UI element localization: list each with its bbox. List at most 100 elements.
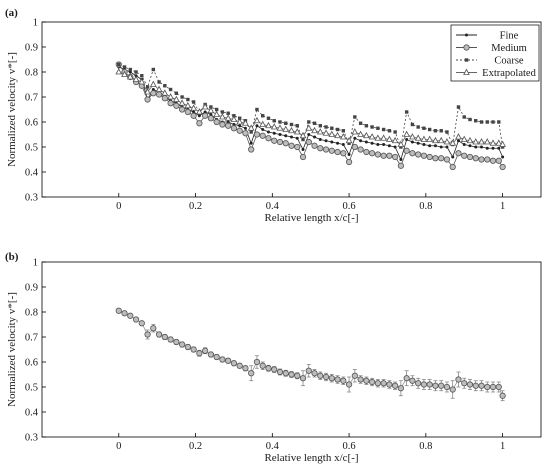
chart-a-series-medium-point-48 [392, 153, 399, 161]
chart-a-xtick-label-3: 0.6 [343, 201, 356, 212]
chart-a-series-fine-point-23 [249, 141, 253, 145]
chart-b-series-0-point-18 [219, 356, 226, 363]
chart-a-series-fine-point-39 [341, 143, 345, 146]
chart-b-series-0-point-4 [138, 320, 145, 327]
chart-a-series-coarse-point-49 [399, 145, 403, 149]
chart-b-series-0-point-64 [484, 383, 491, 391]
chart-b-series-0-point-58 [449, 386, 456, 393]
chart-a-series-coarse-point-53 [422, 126, 426, 130]
chart-a-series-coarse-point-56 [439, 129, 443, 133]
chart-a-series-coarse-point-39 [341, 129, 346, 133]
chart-a-xtick-label-1: 0.2 [189, 201, 202, 212]
chart-a-series-coarse-point-67 [500, 145, 505, 149]
chart-a-series-medium-point-59 [455, 150, 462, 157]
chart-a-series-extrapolated-point-14 [196, 108, 203, 115]
chart-a-series-coarse-point-6 [151, 67, 156, 72]
chart-a-series-coarse-point-41 [353, 115, 357, 119]
chart-a-series-fine-point-2 [128, 70, 132, 74]
chart-a-series-extrapolated-point-62 [472, 138, 480, 145]
chart-a-series-extrapolated-point-36 [322, 129, 330, 136]
chart-a-series-extrapolated-point-29 [282, 125, 290, 132]
chart-a-ytick-label-4: 0.7 [25, 93, 38, 104]
chart-b-series-0-point-23 [248, 370, 255, 377]
chart-b-series-0-point-29 [282, 370, 289, 377]
chart-a-series-medium-point-66 [495, 157, 502, 164]
chart-a-series-extrapolated-point-48 [391, 136, 399, 144]
chart-a-series-coarse-point-27 [272, 119, 276, 123]
chart-a-series-fine-point-51 [410, 140, 414, 144]
chart-a-series-medium-point-51 [409, 150, 416, 157]
chart-a-series-medium-point-9 [167, 100, 174, 107]
chart-a-series-coarse-point-18 [220, 110, 225, 114]
chart-a-series-medium-point-56 [438, 155, 445, 162]
chart-b-series-0-point-16 [207, 351, 214, 358]
chart-a-series-fine-point-41 [353, 136, 357, 140]
chart-a-ytick-label-0: 0.3 [25, 193, 38, 204]
chart-a-series-coarse-point-47 [387, 129, 392, 133]
chart-a-series-coarse-point-19 [226, 111, 230, 115]
chart-a-series-extrapolated-point-43 [362, 131, 370, 139]
chart-a-series-fine-point-30 [290, 135, 293, 139]
chart-a-series-medium-point-64 [484, 156, 491, 163]
chart-a-series-fine-point-40 [347, 153, 351, 156]
chart-a-series-fine-point-54 [428, 144, 432, 148]
chart-a-series-medium-point-28 [276, 138, 284, 146]
chart-a-series-extrapolated-point-37 [328, 130, 336, 137]
chart-a-series-extrapolated-point-10 [172, 95, 180, 102]
chart-b-series-0-point-53 [420, 381, 428, 388]
chart-b: 0 0.2 0.4 0.6 0.8 1 0.3 0.4 0.5 0.6 0.7 0.8 0.9 1 Rela… [6, 258, 542, 464]
chart-b-series-0-point-7 [155, 331, 163, 338]
chart-a-series-fine-point-35 [318, 138, 322, 141]
chart-a-series-extrapolated-point-61 [466, 136, 474, 144]
chart-a-series-fine-line [118, 66, 503, 161]
chart-a-series-medium-point-12 [184, 108, 191, 116]
chart-a-series-fine-point-44 [370, 141, 374, 145]
chart-a-series-coarse-point-44 [370, 125, 374, 129]
chart-a-series-medium-point-29 [282, 140, 289, 147]
chart-a-series-medium-point-46 [380, 152, 387, 159]
chart-a-series-extrapolated-point-25 [259, 120, 267, 127]
chart-a-series-coarse-point-10 [174, 91, 179, 95]
chart-a-series-medium-point-41 [351, 143, 358, 151]
chart-a-legend-marker-point-3 [463, 68, 470, 75]
chart-a-series-medium-point-22 [242, 130, 249, 137]
chart-a-series-fine-point-26 [266, 130, 270, 134]
chart-b-series-0-point-66 [495, 383, 502, 391]
chart-b-series-0-point-5 [144, 331, 151, 338]
chart-a-series-extrapolated-point-52 [414, 134, 422, 141]
chart-b-series-0-point-34 [311, 370, 318, 377]
chart-b-series-0-point-47 [386, 381, 393, 388]
chart-a-series-extrapolated-point-20 [230, 115, 238, 122]
chart-a-series-medium-point-5 [144, 96, 151, 103]
chart-a-series-extrapolated-point-50 [403, 130, 411, 137]
chart-a-series-extrapolated-point-6 [149, 80, 157, 87]
chart-a-series-extrapolated-point-4 [138, 78, 146, 85]
chart-a-plot-frame [41, 21, 542, 198]
chart-a-series-extrapolated-point-11 [178, 99, 186, 106]
chart-a-series-extrapolated-point-24 [253, 116, 261, 124]
chart-a-series-coarse-point-0 [117, 62, 121, 67]
chart-a-series-medium-point-8 [161, 95, 168, 102]
chart-b-series-0-point-37 [328, 375, 335, 382]
chart-a-ytick-label-2: 0.5 [25, 143, 38, 154]
chart-a-series-fine-point-63 [480, 145, 484, 149]
chart-a-series-coarse [117, 62, 505, 149]
chart-a-series-fine-point-34 [313, 135, 317, 139]
chart-b-series-0-point-45 [374, 380, 381, 387]
chart-b-xtick-label-0: 0 [116, 441, 121, 452]
chart-a-series-fine-point-21 [238, 124, 242, 128]
chart-b-series-0 [115, 307, 506, 402]
chart-b-xtick-label-5: 1 [500, 441, 505, 452]
chart-b-series-0-point-49 [397, 385, 404, 392]
chart-a-series-medium-point-45 [374, 151, 381, 158]
chart-b-series-0-point-19 [225, 357, 232, 364]
chart-b-series-0-point-42 [357, 376, 364, 383]
chart-a-series-fine-point-31 [295, 136, 299, 140]
chart-b-series-0-point-27 [271, 366, 278, 373]
chart-a-series-medium-point-11 [179, 106, 186, 113]
chart-a-series-extrapolated-point-40 [345, 136, 353, 144]
chart-a-series-medium-point-18 [219, 121, 226, 128]
chart-a-series-fine-point-66 [497, 146, 501, 150]
chart-a-series-extrapolated-point-55 [432, 136, 439, 144]
